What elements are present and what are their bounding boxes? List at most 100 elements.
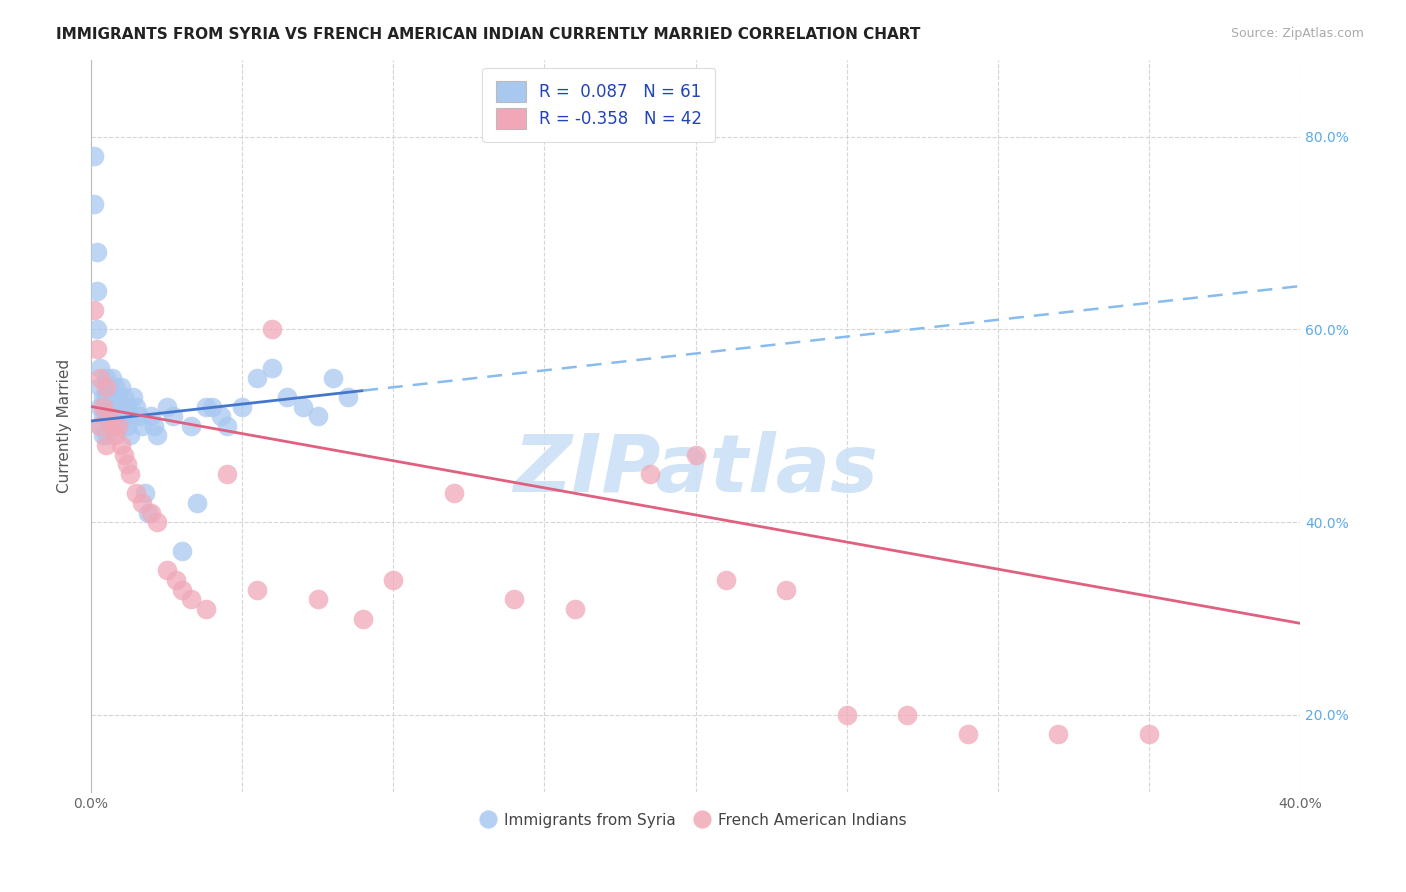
Point	[112, 390, 135, 404]
Point	[91, 390, 114, 404]
Point	[307, 592, 329, 607]
Point	[104, 418, 127, 433]
Point	[564, 602, 586, 616]
Point	[162, 409, 184, 424]
Point	[94, 409, 117, 424]
Point	[131, 418, 153, 433]
Point	[262, 361, 284, 376]
Point	[291, 400, 314, 414]
Point	[352, 611, 374, 625]
Point	[143, 418, 166, 433]
Point	[131, 496, 153, 510]
Point	[83, 149, 105, 163]
Point	[104, 380, 127, 394]
Point	[194, 400, 217, 414]
Point	[115, 418, 138, 433]
Legend: Immigrants from Syria, French American Indians: Immigrants from Syria, French American I…	[477, 805, 915, 836]
Point	[835, 707, 858, 722]
Point	[336, 390, 359, 404]
Point	[89, 361, 111, 376]
Point	[115, 458, 138, 472]
Point	[1137, 727, 1160, 741]
Point	[134, 486, 156, 500]
Point	[155, 400, 177, 414]
Point	[896, 707, 918, 722]
Point	[215, 467, 238, 481]
Point	[125, 486, 148, 500]
Point	[98, 380, 121, 394]
Point	[89, 380, 111, 394]
Point	[115, 400, 138, 414]
Point	[89, 418, 111, 433]
Point	[83, 197, 105, 211]
Point	[94, 438, 117, 452]
Text: ZIPatlas: ZIPatlas	[513, 431, 877, 508]
Point	[262, 322, 284, 336]
Point	[101, 418, 124, 433]
Point	[122, 390, 145, 404]
Point	[98, 418, 121, 433]
Point	[146, 428, 169, 442]
Point	[155, 563, 177, 577]
Point	[146, 515, 169, 529]
Point	[170, 582, 193, 597]
Point	[503, 592, 526, 607]
Point	[186, 496, 208, 510]
Point	[138, 506, 160, 520]
Point	[101, 409, 124, 424]
Point	[170, 544, 193, 558]
Point	[83, 303, 105, 318]
Point	[714, 573, 737, 587]
Point	[443, 486, 465, 500]
Point	[125, 400, 148, 414]
Point	[94, 380, 117, 394]
Point	[956, 727, 979, 741]
Point	[382, 573, 405, 587]
Point	[107, 418, 129, 433]
Point	[141, 409, 163, 424]
Point	[246, 370, 269, 384]
Point	[91, 400, 114, 414]
Point	[120, 467, 142, 481]
Point	[86, 322, 108, 336]
Text: IMMIGRANTS FROM SYRIA VS FRENCH AMERICAN INDIAN CURRENTLY MARRIED CORRELATION CH: IMMIGRANTS FROM SYRIA VS FRENCH AMERICAN…	[56, 27, 921, 42]
Point	[110, 380, 132, 394]
Point	[128, 409, 150, 424]
Point	[91, 428, 114, 442]
Point	[86, 245, 108, 260]
Point	[246, 582, 269, 597]
Point	[209, 409, 232, 424]
Point	[94, 428, 117, 442]
Point	[120, 409, 142, 424]
Point	[107, 390, 129, 404]
Point	[94, 390, 117, 404]
Point	[104, 400, 127, 414]
Y-axis label: Currently Married: Currently Married	[58, 359, 72, 493]
Point	[98, 400, 121, 414]
Point	[91, 409, 114, 424]
Point	[104, 428, 127, 442]
Point	[141, 506, 163, 520]
Point	[775, 582, 797, 597]
Point	[110, 438, 132, 452]
Point	[638, 467, 661, 481]
Point	[1047, 727, 1070, 741]
Point	[112, 448, 135, 462]
Point	[101, 390, 124, 404]
Point	[276, 390, 298, 404]
Point	[89, 370, 111, 384]
Point	[101, 370, 124, 384]
Point	[120, 428, 142, 442]
Point	[307, 409, 329, 424]
Point	[110, 400, 132, 414]
Point	[231, 400, 253, 414]
Point	[180, 418, 202, 433]
Point	[201, 400, 224, 414]
Point	[89, 400, 111, 414]
Point	[94, 370, 117, 384]
Text: Source: ZipAtlas.com: Source: ZipAtlas.com	[1230, 27, 1364, 40]
Point	[107, 409, 129, 424]
Point	[86, 342, 108, 356]
Point	[180, 592, 202, 607]
Point	[322, 370, 344, 384]
